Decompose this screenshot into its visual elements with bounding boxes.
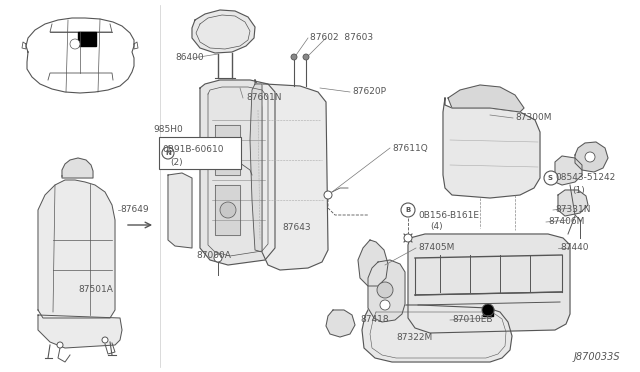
Polygon shape: [38, 315, 122, 348]
Text: 0B156-B161E: 0B156-B161E: [418, 211, 479, 219]
Text: 87602  87603: 87602 87603: [310, 33, 373, 42]
Polygon shape: [368, 260, 405, 322]
Circle shape: [544, 171, 558, 185]
Polygon shape: [326, 310, 355, 337]
Text: 87418: 87418: [360, 315, 388, 324]
Text: 87601N: 87601N: [246, 93, 282, 103]
Circle shape: [324, 191, 332, 199]
Circle shape: [220, 202, 236, 218]
Circle shape: [291, 54, 297, 60]
Text: 87300M: 87300M: [515, 113, 552, 122]
Text: 87440: 87440: [560, 244, 589, 253]
Circle shape: [57, 342, 63, 348]
Polygon shape: [62, 158, 93, 178]
Text: 87000A: 87000A: [196, 250, 231, 260]
Circle shape: [482, 304, 494, 316]
Circle shape: [380, 300, 390, 310]
Polygon shape: [362, 305, 512, 362]
Bar: [483, 308, 493, 316]
Text: 87331N: 87331N: [555, 205, 591, 215]
Circle shape: [377, 282, 393, 298]
FancyBboxPatch shape: [159, 137, 241, 169]
Bar: [78, 32, 96, 46]
Polygon shape: [558, 190, 588, 216]
Text: 87406M: 87406M: [548, 218, 584, 227]
Polygon shape: [408, 234, 570, 333]
Polygon shape: [250, 84, 262, 252]
Text: 87010EB: 87010EB: [452, 315, 493, 324]
Polygon shape: [358, 240, 388, 286]
Text: 87611Q: 87611Q: [392, 144, 428, 153]
Circle shape: [162, 147, 174, 159]
Polygon shape: [255, 80, 328, 270]
Circle shape: [404, 234, 412, 242]
Polygon shape: [26, 18, 134, 93]
Text: 86400: 86400: [175, 54, 204, 62]
Polygon shape: [200, 80, 275, 265]
Polygon shape: [215, 185, 240, 235]
Polygon shape: [22, 42, 26, 49]
Text: N: N: [165, 150, 171, 156]
Text: 985H0: 985H0: [153, 125, 183, 135]
Text: 87322M: 87322M: [396, 334, 432, 343]
Polygon shape: [443, 98, 540, 198]
Text: (4): (4): [430, 222, 443, 231]
Text: J870033S: J870033S: [573, 352, 620, 362]
Polygon shape: [38, 180, 115, 318]
Text: S: S: [548, 175, 553, 181]
Text: 87620P: 87620P: [352, 87, 386, 96]
Text: 87501A: 87501A: [78, 285, 113, 295]
Text: 87405M: 87405M: [418, 244, 454, 253]
Text: (2): (2): [170, 158, 182, 167]
Circle shape: [303, 54, 309, 60]
Circle shape: [220, 140, 236, 156]
Polygon shape: [555, 156, 582, 185]
Text: B: B: [405, 207, 410, 213]
Text: 0B91B-60610: 0B91B-60610: [162, 145, 223, 154]
Polygon shape: [192, 10, 255, 53]
Circle shape: [585, 152, 595, 162]
Circle shape: [70, 39, 80, 49]
Text: 08543-51242: 08543-51242: [555, 173, 615, 183]
Text: 87649: 87649: [120, 205, 148, 215]
Polygon shape: [215, 125, 240, 175]
Text: 87643: 87643: [282, 224, 310, 232]
Text: (1): (1): [572, 186, 585, 195]
Polygon shape: [168, 173, 192, 248]
Polygon shape: [448, 85, 524, 112]
Circle shape: [102, 337, 108, 343]
Polygon shape: [575, 142, 608, 172]
Circle shape: [214, 254, 222, 262]
Polygon shape: [134, 42, 138, 49]
Circle shape: [401, 203, 415, 217]
